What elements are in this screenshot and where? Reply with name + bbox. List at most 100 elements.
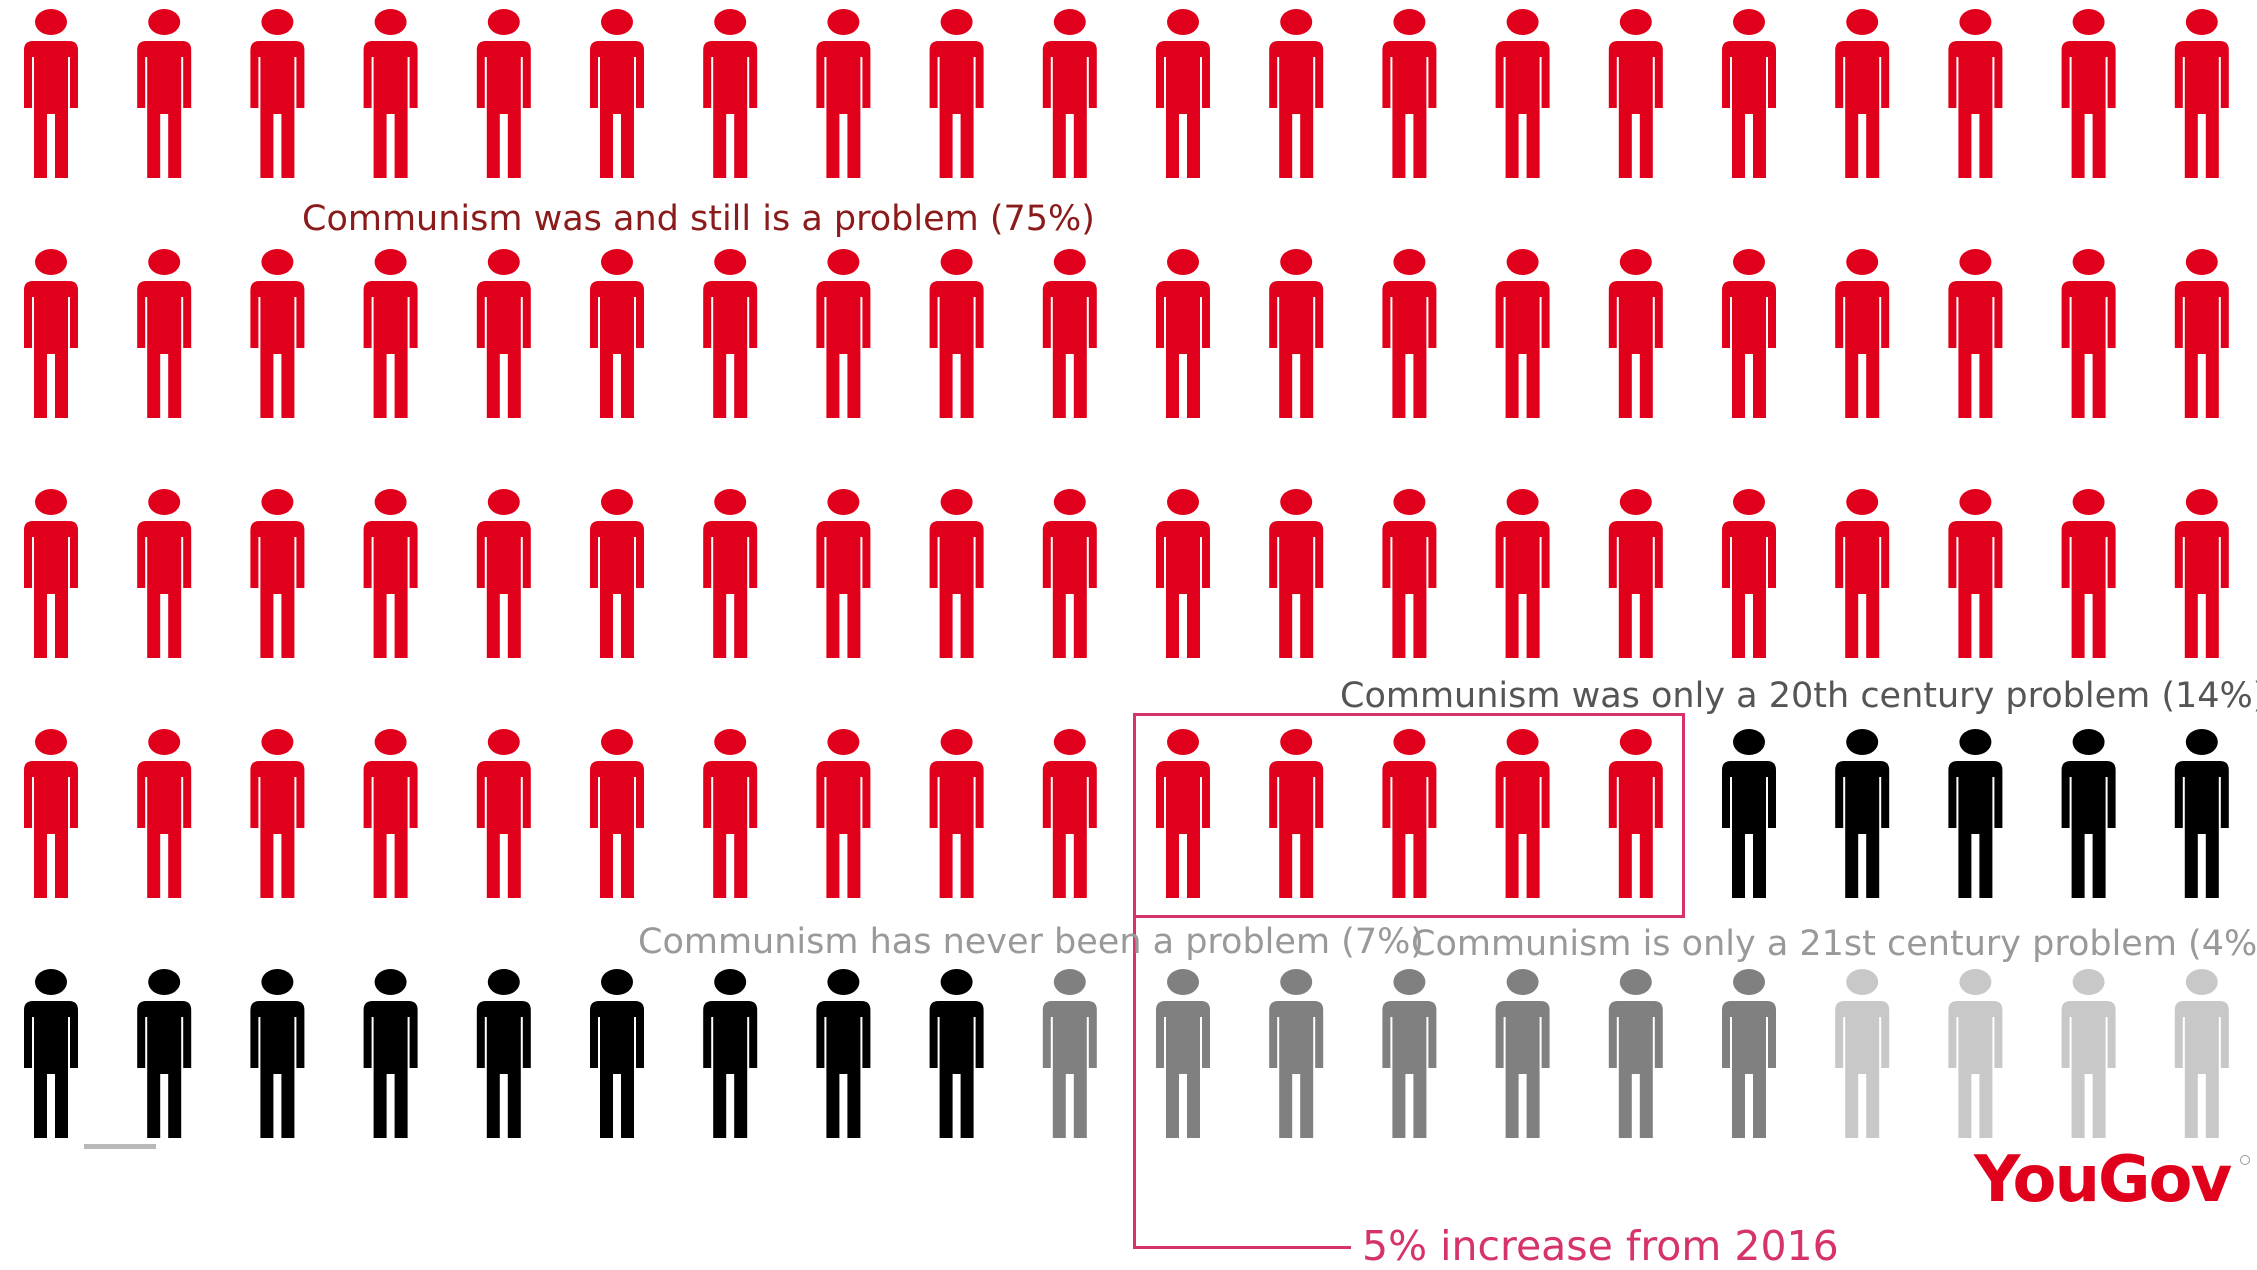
person-icon xyxy=(703,969,758,1138)
person-icon xyxy=(1835,729,1890,898)
person-icon xyxy=(816,489,871,658)
person-icon xyxy=(1269,249,1324,418)
segment-label-still-problem: Communism was and still is a problem (75… xyxy=(302,199,1095,239)
person-icon xyxy=(250,969,305,1138)
person-icon xyxy=(1608,489,1663,658)
person-icon xyxy=(1156,9,1210,178)
person-icon xyxy=(590,489,644,658)
person-icon xyxy=(250,489,305,658)
person-icon xyxy=(476,249,531,418)
segment-label-21st-century: Communism is only a 21st century problem… xyxy=(1411,924,2257,964)
person-icon xyxy=(929,249,984,418)
person-icon xyxy=(1835,9,1890,178)
person-icon xyxy=(1948,489,2003,658)
person-icon xyxy=(816,9,871,178)
person-icon xyxy=(363,489,418,658)
person-icon xyxy=(1948,9,2003,178)
person-icon xyxy=(1269,729,1324,898)
person-icon xyxy=(1042,489,1097,658)
registered-mark-icon xyxy=(2240,1155,2250,1165)
person-icon xyxy=(816,729,871,898)
person-icon xyxy=(1948,729,2003,898)
person-icon xyxy=(590,249,644,418)
person-icon xyxy=(703,249,758,418)
person-icon xyxy=(929,969,984,1138)
person-icon xyxy=(1382,969,1437,1138)
person-icon xyxy=(1382,249,1437,418)
person-icon xyxy=(1382,489,1437,658)
person-icon xyxy=(363,9,418,178)
person-icon xyxy=(1722,729,1776,898)
person-icon xyxy=(2174,489,2229,658)
person-icon xyxy=(1042,9,1097,178)
person-icon xyxy=(1495,729,1550,898)
segment-label-never: Communism has never been a problem (7%) xyxy=(638,922,1424,962)
person-icon xyxy=(1608,729,1663,898)
underline-mark xyxy=(84,1144,156,1149)
person-icon xyxy=(1382,729,1437,898)
person-icon xyxy=(1948,969,2003,1138)
person-icon xyxy=(476,9,531,178)
person-icon xyxy=(2061,9,2116,178)
person-icon xyxy=(1722,9,1776,178)
increase-bracket-foot xyxy=(1133,1246,1351,1249)
person-icon xyxy=(24,729,78,898)
person-icon xyxy=(703,489,758,658)
person-icon xyxy=(24,249,78,418)
person-icon xyxy=(590,9,644,178)
person-icon xyxy=(250,249,305,418)
person-icon xyxy=(1835,969,1890,1138)
person-icon xyxy=(1156,729,1210,898)
person-icon xyxy=(2174,969,2229,1138)
person-icon xyxy=(1495,969,1550,1138)
person-icon xyxy=(137,729,192,898)
person-icon xyxy=(816,249,871,418)
person-icon xyxy=(1042,249,1097,418)
person-icon xyxy=(1722,249,1776,418)
person-icon xyxy=(1042,969,1097,1138)
person-icon xyxy=(929,729,984,898)
person-icon xyxy=(1042,729,1097,898)
person-icon xyxy=(1269,489,1324,658)
person-icon xyxy=(1269,969,1324,1138)
person-icon xyxy=(137,249,192,418)
person-icon xyxy=(363,249,418,418)
person-icon xyxy=(1269,9,1324,178)
person-icon xyxy=(2061,969,2116,1138)
person-icon xyxy=(363,729,418,898)
person-icon xyxy=(1608,9,1663,178)
increase-bracket-stem xyxy=(1133,918,1136,1249)
person-icon xyxy=(590,729,644,898)
person-icon xyxy=(476,729,531,898)
person-icon xyxy=(1156,249,1210,418)
person-icon xyxy=(1722,489,1776,658)
person-icon xyxy=(24,9,78,178)
person-icon xyxy=(363,969,418,1138)
person-icon xyxy=(2061,729,2116,898)
person-icon xyxy=(250,9,305,178)
person-icon xyxy=(250,729,305,898)
person-icon xyxy=(2174,9,2229,178)
person-icon xyxy=(2061,249,2116,418)
person-icon xyxy=(816,969,871,1138)
person-icon xyxy=(476,489,531,658)
yougov-logo: YouGov xyxy=(1974,1143,2232,1217)
person-icon xyxy=(1948,249,2003,418)
person-icon xyxy=(1495,249,1550,418)
person-icon xyxy=(137,489,192,658)
person-icon xyxy=(24,489,78,658)
person-icon xyxy=(703,9,758,178)
person-icon xyxy=(1608,969,1663,1138)
person-icon xyxy=(590,969,644,1138)
person-icon xyxy=(1835,489,1890,658)
person-icon xyxy=(1382,9,1437,178)
person-icon xyxy=(2174,249,2229,418)
person-icon xyxy=(2061,489,2116,658)
person-icon xyxy=(2174,729,2229,898)
person-icon xyxy=(929,9,984,178)
person-icon xyxy=(1835,249,1890,418)
person-icon xyxy=(137,969,192,1138)
increase-bracket xyxy=(1133,713,1685,918)
person-icon xyxy=(476,969,531,1138)
